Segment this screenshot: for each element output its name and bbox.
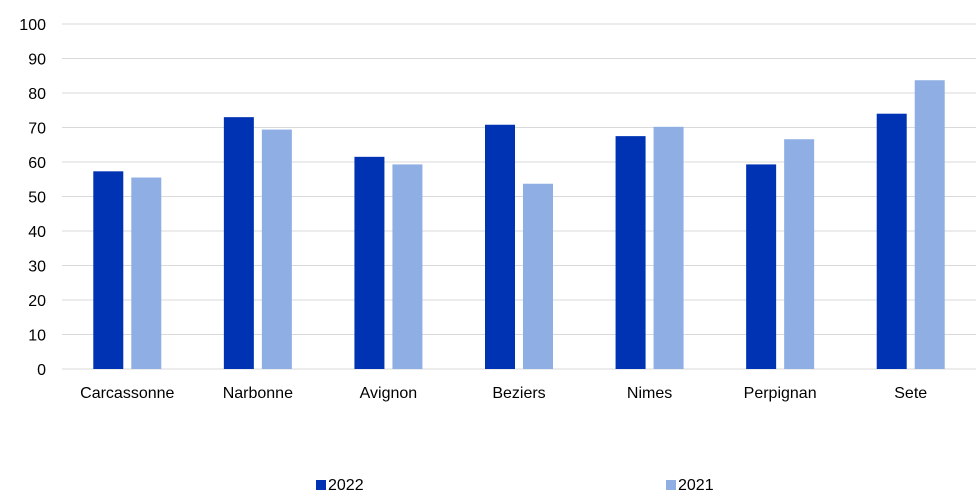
legend-label-2022: 2022 — [328, 477, 364, 493]
legend-swatch-2021 — [666, 480, 676, 490]
bar-2021-nimes — [653, 126, 684, 369]
x-category-label: Beziers — [492, 385, 545, 402]
x-category-label: Carcassonne — [80, 385, 174, 402]
y-tick-label: 90 — [28, 52, 46, 69]
y-tick-label: 10 — [28, 328, 46, 345]
bar-2022-beziers — [485, 124, 515, 370]
bar-2021-narbonne — [261, 129, 292, 369]
bars — [93, 80, 945, 370]
bar-2022-avignon — [354, 156, 385, 369]
y-tick-label: 40 — [28, 224, 46, 241]
bar-2021-perpignan — [784, 139, 815, 369]
bar-2021-sete — [914, 80, 945, 370]
y-tick-label: 80 — [28, 86, 46, 103]
y-tick-label: 70 — [28, 121, 46, 138]
x-category-label: Sete — [894, 385, 927, 402]
y-tick-label: 30 — [28, 259, 46, 276]
x-category-label: Perpignan — [744, 385, 817, 402]
bar-2021-carcassonne — [131, 177, 162, 369]
x-category-label: Narbonne — [223, 385, 293, 402]
legend-swatch-2022 — [316, 480, 326, 490]
y-tick-label: 20 — [28, 293, 46, 310]
legend-label-2021: 2021 — [678, 477, 714, 493]
x-category-label: Avignon — [360, 385, 418, 402]
y-axis-tick-labels: 0 10 20 30 40 50 60 70 80 90 100 — [19, 17, 46, 379]
legend: 2022 2021 — [316, 477, 714, 494]
bar-2021-beziers — [523, 183, 553, 369]
y-tick-label: 50 — [28, 190, 46, 207]
y-tick-label: 0 — [37, 362, 46, 379]
bar-2022-narbonne — [223, 117, 254, 370]
y-tick-label: 60 — [28, 155, 46, 172]
bar-2022-nimes — [615, 136, 646, 369]
y-tick-label: 100 — [19, 17, 46, 34]
bar-2022-sete — [876, 113, 907, 369]
x-category-label: Nimes — [627, 385, 672, 402]
bar-2022-perpignan — [746, 164, 777, 369]
x-axis-category-labels: Carcassonne Narbonne Avignon Beziers Nimes Pe… — [80, 385, 927, 402]
gridlines — [62, 23, 976, 370]
bar-2022-carcassonne — [93, 171, 124, 369]
bar-2021-avignon — [392, 164, 423, 369]
